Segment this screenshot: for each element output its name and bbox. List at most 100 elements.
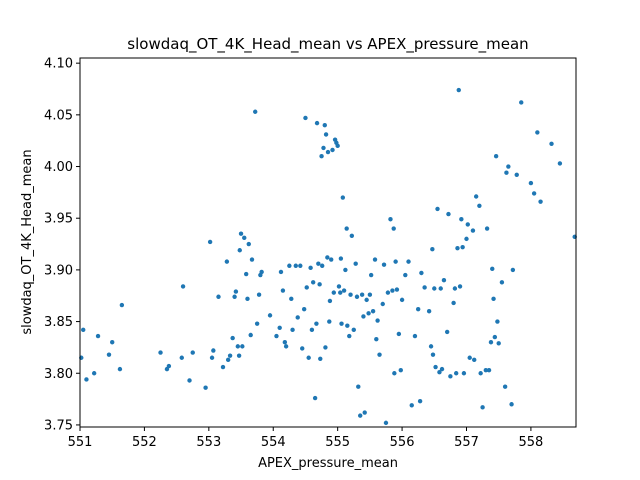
data-point [495, 319, 500, 324]
data-point [330, 147, 335, 153]
data-point [467, 355, 472, 360]
x-axis: 551 552 553 554 555 556 557 558 [68, 427, 543, 450]
data-point [480, 405, 485, 410]
data-point [340, 195, 346, 200]
data-point [91, 371, 97, 376]
data-point [280, 288, 286, 293]
data-point [399, 297, 405, 303]
data-point [306, 355, 311, 360]
data-point [483, 367, 489, 373]
y-tick-label: 3.80 [44, 367, 73, 382]
data-point [309, 327, 315, 333]
data-point [437, 370, 442, 375]
data-point [314, 120, 320, 126]
data-point [490, 266, 495, 272]
data-point [303, 115, 308, 121]
data-point [320, 263, 325, 268]
data-point [439, 366, 445, 372]
data-point [461, 371, 467, 376]
data-point [496, 341, 501, 346]
data-point [398, 367, 403, 373]
y-tick-label: 4.10 [44, 57, 73, 72]
data-point [327, 319, 332, 324]
data-point [374, 336, 379, 342]
data-point [493, 153, 499, 159]
data-point [209, 355, 215, 360]
x-tick-label: 558 [518, 435, 543, 450]
data-point [549, 141, 554, 146]
data-point [322, 122, 327, 128]
data-point [368, 272, 374, 278]
points-group [79, 87, 577, 426]
data-point [325, 149, 331, 155]
data-point [180, 284, 186, 289]
data-point [242, 235, 247, 241]
data-point [456, 87, 461, 93]
data-point [430, 247, 435, 252]
data-point [412, 333, 418, 339]
data-point [301, 306, 307, 312]
data-point [308, 265, 313, 271]
data-point [359, 292, 365, 297]
y-axis: 3.75 3.80 3.85 3.90 3.95 4.00 4.05 4.10 [44, 57, 80, 433]
data-point [364, 297, 369, 303]
data-point [235, 344, 241, 349]
data-point [254, 321, 260, 326]
data-point [119, 302, 125, 308]
x-tick-label: 553 [196, 435, 221, 450]
data-point [426, 309, 432, 314]
data-point [381, 262, 387, 267]
y-tick-label: 4.05 [44, 108, 73, 123]
data-point [453, 371, 459, 376]
data-point [277, 325, 282, 330]
data-point [354, 294, 360, 299]
data-point [327, 298, 333, 304]
data-point [367, 292, 373, 297]
data-point [207, 239, 213, 245]
data-point [343, 267, 348, 273]
data-point [293, 263, 298, 268]
data-point [430, 352, 436, 357]
data-point [335, 143, 340, 149]
data-point [158, 350, 163, 355]
data-point [419, 270, 424, 276]
data-point [455, 245, 460, 251]
data-point [216, 294, 221, 299]
data-point [459, 217, 464, 222]
data-point [362, 410, 367, 415]
plot-frame [79, 57, 577, 428]
data-point [446, 211, 451, 217]
data-point [329, 257, 334, 262]
data-point [478, 371, 483, 376]
data-point [225, 357, 231, 363]
data-point [253, 109, 258, 114]
y-tick-label: 3.85 [44, 315, 73, 330]
x-tick-label: 552 [132, 435, 157, 450]
data-point [519, 100, 524, 105]
data-point [394, 287, 400, 292]
data-point [298, 263, 303, 268]
data-point [380, 301, 385, 307]
data-point [81, 327, 86, 333]
data-point [499, 280, 505, 285]
data-point [323, 345, 328, 350]
data-point [338, 256, 344, 261]
x-axis-label: APEX_pressure_mean [258, 456, 398, 471]
data-point [300, 346, 305, 351]
x-tick-label: 557 [454, 435, 479, 450]
data-point [464, 236, 469, 242]
data-point [249, 257, 255, 262]
data-point [472, 357, 477, 363]
data-point [278, 269, 284, 275]
data-point [283, 344, 289, 349]
data-point [451, 300, 456, 306]
data-point [473, 194, 479, 199]
data-point [415, 306, 421, 312]
data-point [304, 285, 309, 290]
y-tick-label: 3.75 [44, 418, 73, 433]
data-point [422, 285, 427, 290]
y-tick-label: 3.95 [44, 212, 73, 227]
data-point [409, 403, 414, 408]
data-point [166, 363, 172, 369]
data-point [356, 384, 361, 389]
